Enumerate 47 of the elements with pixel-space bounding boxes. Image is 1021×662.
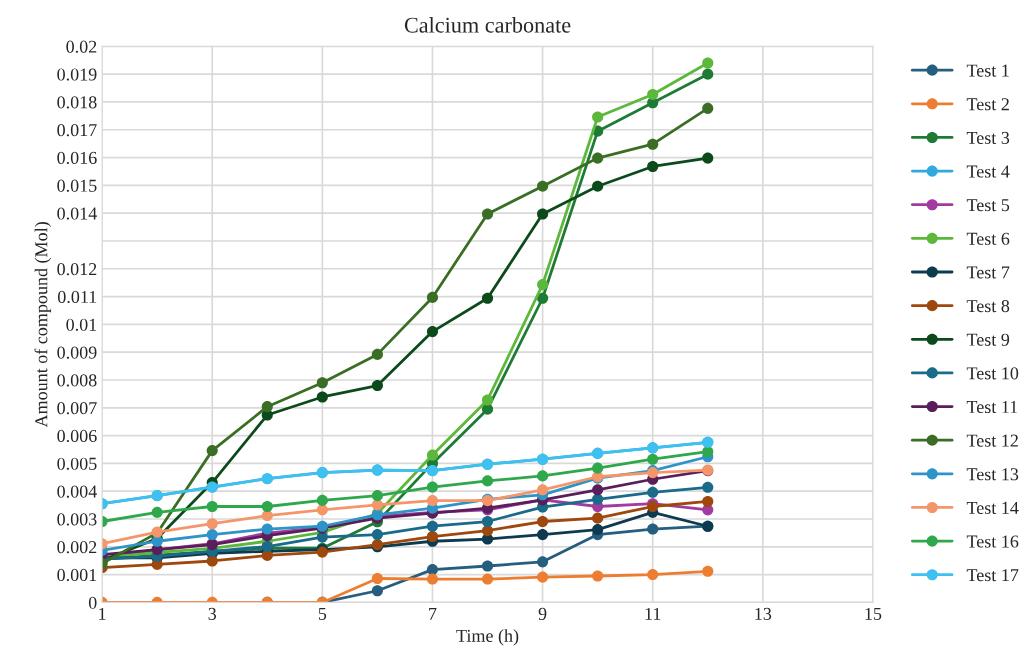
x-tick-label: 7 [429, 607, 437, 620]
x-tick-label: 5 [318, 607, 327, 620]
y-tick-label: 0.014 [57, 207, 97, 220]
legend-label: Test 12 [966, 434, 1018, 447]
legend-label: Test 7 [966, 266, 1010, 279]
x-tick-label: 9 [538, 607, 547, 620]
y-tick-label: 0.008 [57, 374, 97, 387]
legend-label: Test 10 [966, 367, 1019, 380]
y-tick-label: 0.009 [57, 346, 97, 359]
y-tick-label: 0.018 [57, 96, 97, 109]
y-tick-label: 0.016 [57, 151, 97, 165]
legend-label: Test 13 [966, 468, 1019, 481]
x-tick-label: 13 [755, 607, 772, 620]
y-axis-title: Amount of compound (Mol) [34, 222, 52, 428]
legend-label: Test 9 [966, 333, 1010, 346]
legend-label: Test 6 [966, 232, 1010, 245]
y-tick-label: 0.006 [57, 429, 97, 443]
y-tick-label: 0.003 [57, 513, 97, 526]
chart-title: Calcium carbonate [404, 17, 571, 33]
y-tick-label: 0.01 [66, 318, 97, 331]
x-tick-label: 1 [99, 607, 106, 620]
legend-label: Test 1 [966, 64, 1009, 77]
y-tick-label: 0.017 [57, 124, 97, 137]
y-tick-label: 0.019 [57, 68, 97, 81]
x-tick-label: 3 [208, 607, 217, 620]
legend-label: Test 2 [966, 98, 1009, 111]
y-tick-label: 0.012 [57, 263, 97, 276]
x-tick-label: 11 [645, 607, 661, 620]
legend-label: Test 17 [966, 569, 1019, 582]
legend-label: Test 14 [966, 501, 1019, 514]
x-axis-title: Time (h) [456, 629, 519, 646]
y-tick-label: 0.011 [57, 290, 97, 304]
legend-label: Test 3 [966, 131, 1010, 144]
legend-label: Test 5 [966, 199, 1010, 212]
y-tick-label: 0.005 [57, 457, 97, 470]
y-tick-label: 0.015 [57, 179, 97, 192]
y-tick-label: 0.004 [57, 485, 97, 498]
legend-label: Test 4 [966, 165, 1010, 178]
y-tick-label: 0.007 [57, 402, 97, 415]
legend-label: Test 11 [966, 400, 1018, 414]
x-tick-label: 15 [865, 607, 882, 620]
legend-label: Test 8 [966, 299, 1010, 313]
legend-label: Test 16 [966, 535, 1019, 548]
y-tick-label: 0.02 [66, 40, 97, 53]
y-tick-label: 0 [88, 596, 97, 609]
y-tick-label: 0.002 [57, 541, 97, 554]
y-tick-label: 0.001 [57, 568, 97, 582]
